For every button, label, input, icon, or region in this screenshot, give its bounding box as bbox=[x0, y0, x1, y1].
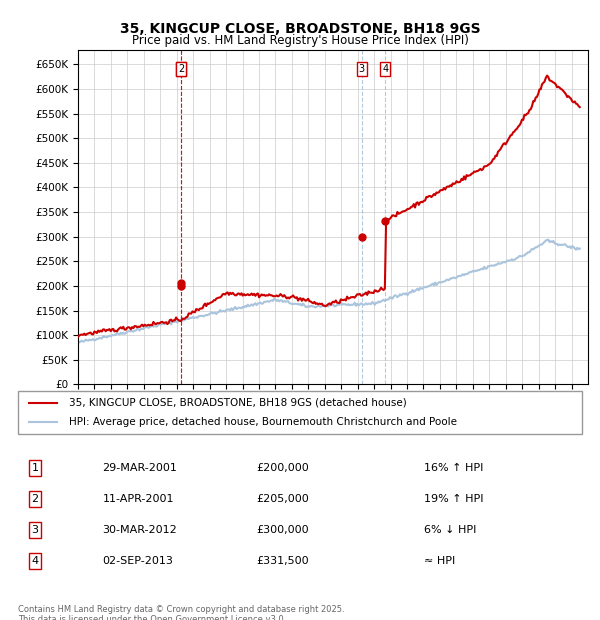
Text: 4: 4 bbox=[31, 556, 38, 566]
Text: £300,000: £300,000 bbox=[257, 525, 310, 535]
Text: 4: 4 bbox=[382, 64, 388, 74]
Text: HPI: Average price, detached house, Bournemouth Christchurch and Poole: HPI: Average price, detached house, Bour… bbox=[69, 417, 457, 427]
Text: 3: 3 bbox=[31, 525, 38, 535]
Text: 6% ↓ HPI: 6% ↓ HPI bbox=[424, 525, 476, 535]
Text: 16% ↑ HPI: 16% ↑ HPI bbox=[424, 463, 484, 473]
Text: 2: 2 bbox=[31, 494, 38, 504]
Text: £205,000: £205,000 bbox=[257, 494, 310, 504]
Text: Price paid vs. HM Land Registry's House Price Index (HPI): Price paid vs. HM Land Registry's House … bbox=[131, 34, 469, 47]
Text: 11-APR-2001: 11-APR-2001 bbox=[103, 494, 174, 504]
Text: ≈ HPI: ≈ HPI bbox=[424, 556, 455, 566]
Text: 35, KINGCUP CLOSE, BROADSTONE, BH18 9GS (detached house): 35, KINGCUP CLOSE, BROADSTONE, BH18 9GS … bbox=[69, 398, 407, 408]
Text: £331,500: £331,500 bbox=[257, 556, 310, 566]
Text: 02-SEP-2013: 02-SEP-2013 bbox=[103, 556, 173, 566]
Text: 35, KINGCUP CLOSE, BROADSTONE, BH18 9GS: 35, KINGCUP CLOSE, BROADSTONE, BH18 9GS bbox=[119, 22, 481, 36]
Text: 3: 3 bbox=[359, 64, 365, 74]
Text: Contains HM Land Registry data © Crown copyright and database right 2025.
This d: Contains HM Land Registry data © Crown c… bbox=[18, 604, 344, 620]
Text: 19% ↑ HPI: 19% ↑ HPI bbox=[424, 494, 484, 504]
Text: 2: 2 bbox=[178, 64, 184, 74]
Text: £200,000: £200,000 bbox=[257, 463, 310, 473]
Text: 29-MAR-2001: 29-MAR-2001 bbox=[103, 463, 178, 473]
Text: 1: 1 bbox=[31, 463, 38, 473]
FancyBboxPatch shape bbox=[18, 391, 582, 434]
Text: 1: 1 bbox=[178, 64, 184, 74]
Text: 30-MAR-2012: 30-MAR-2012 bbox=[103, 525, 178, 535]
